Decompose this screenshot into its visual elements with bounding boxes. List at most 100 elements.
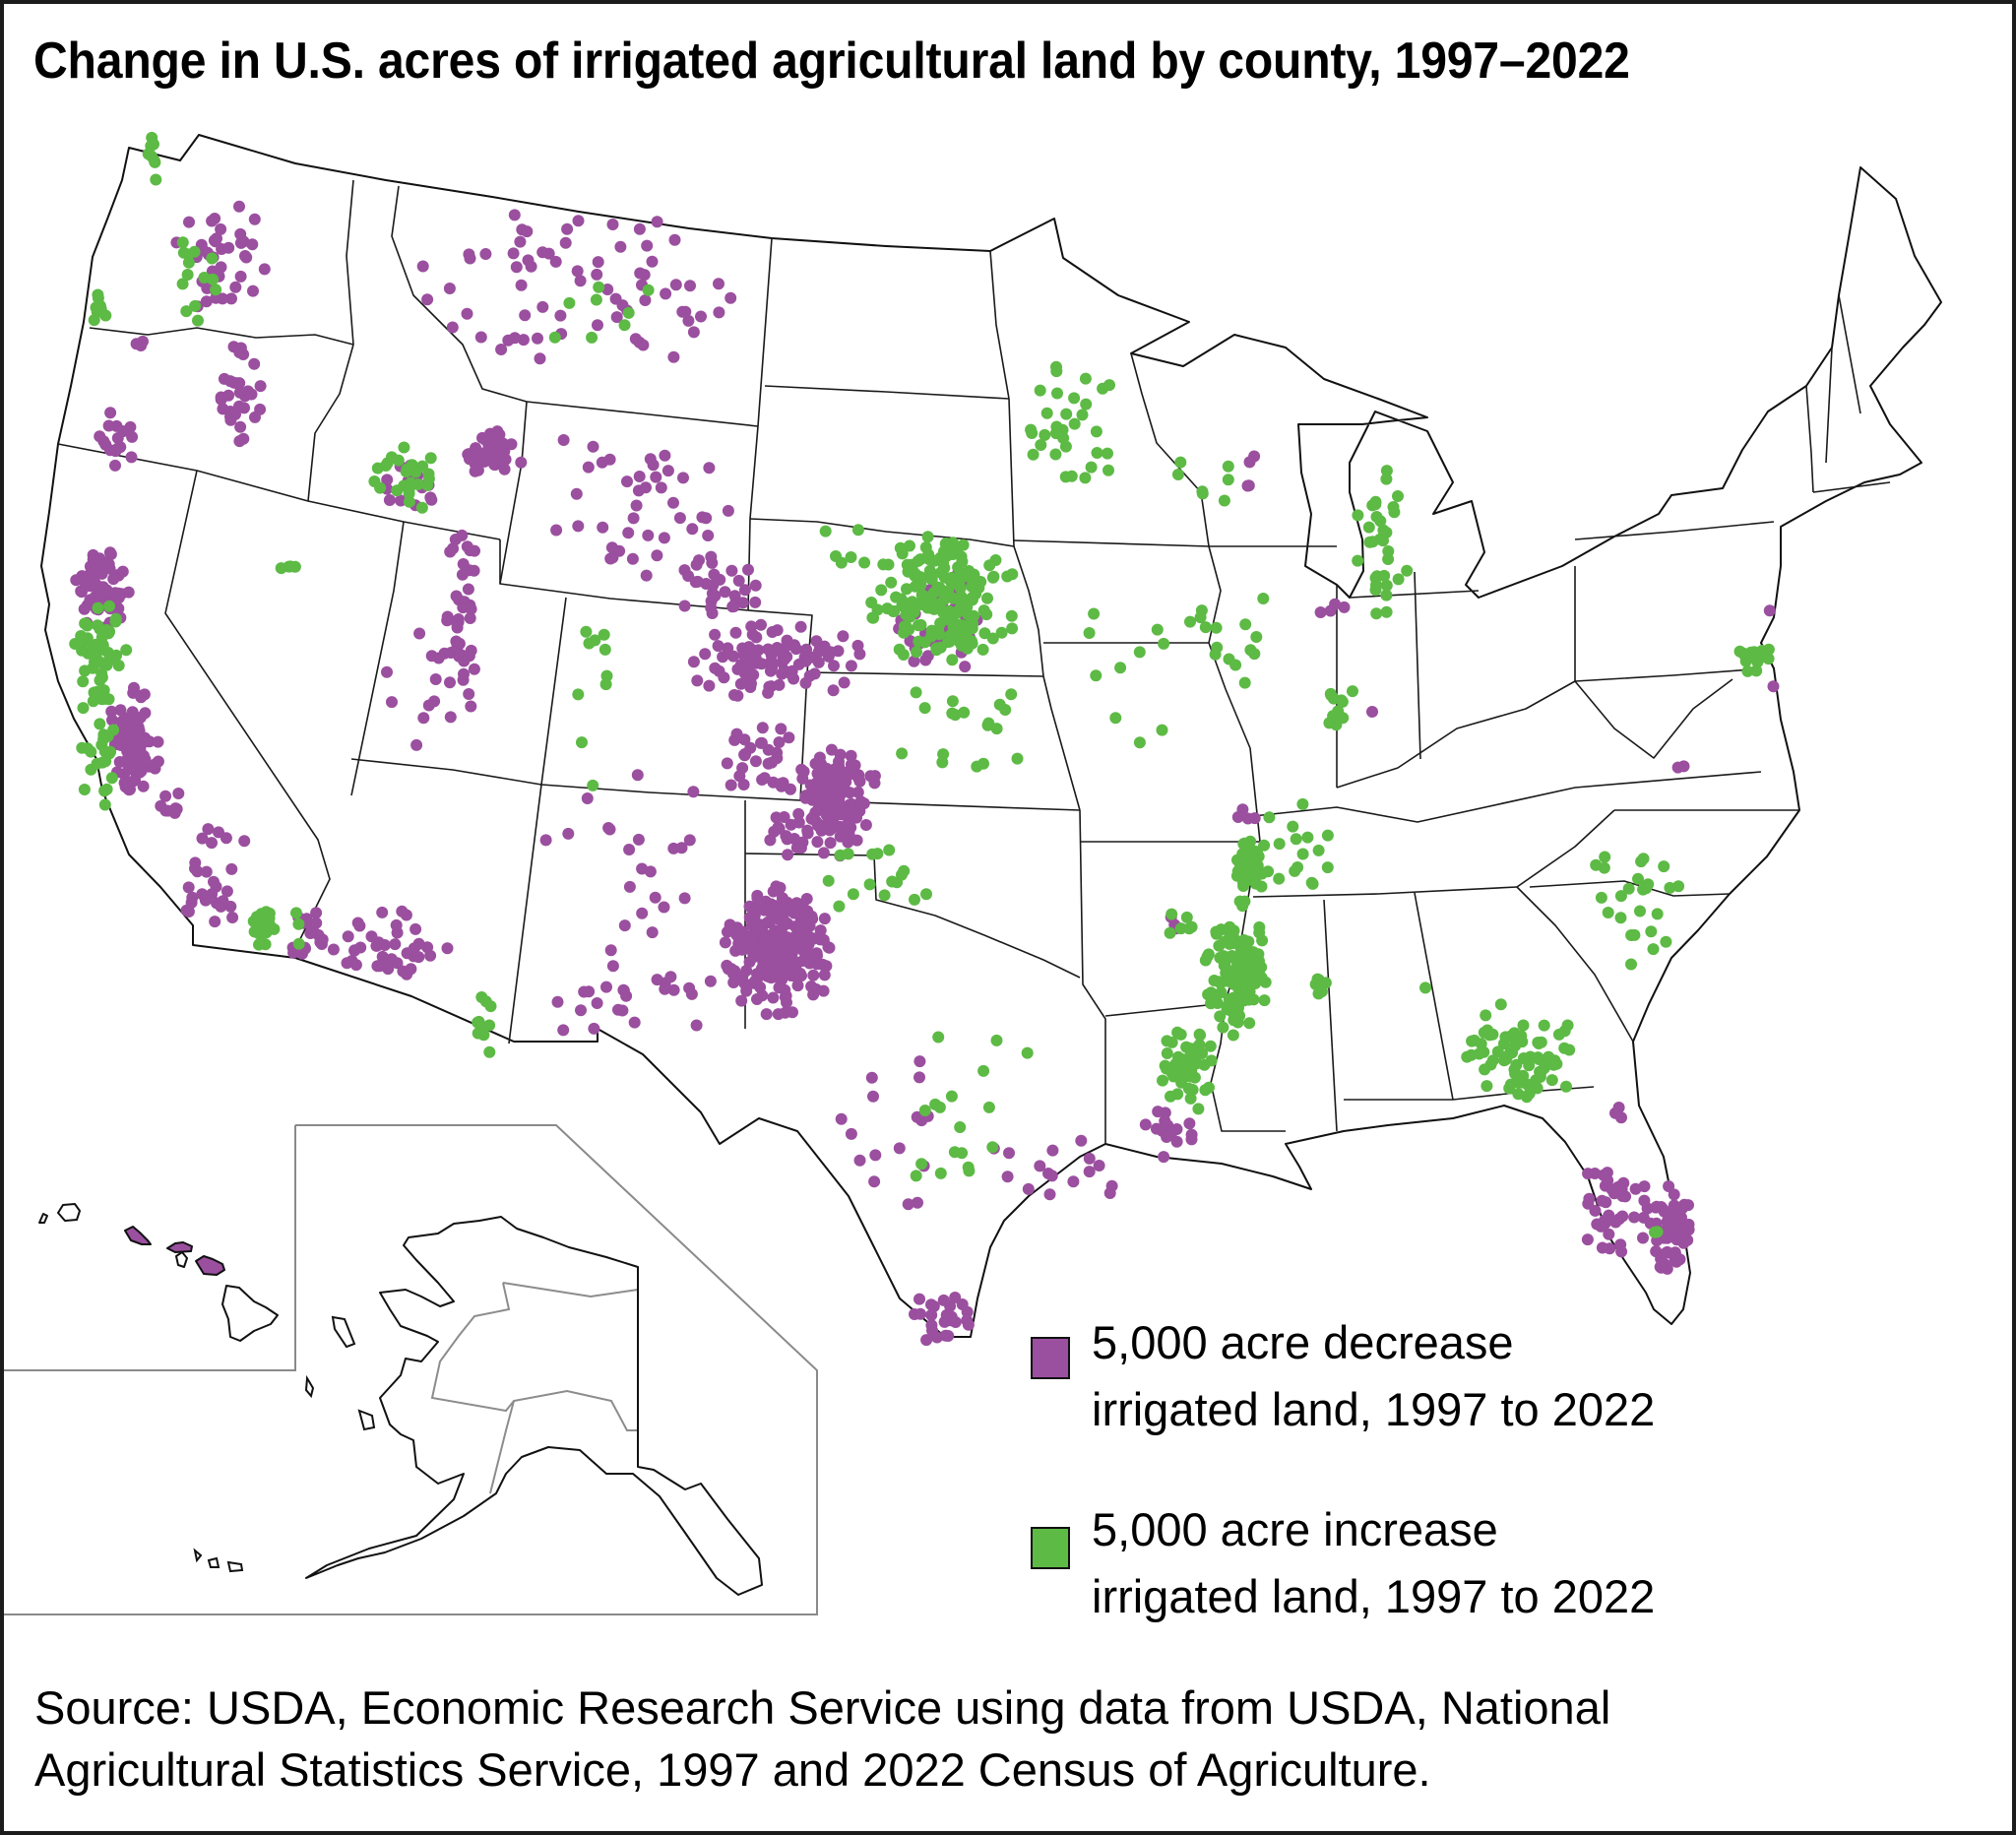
increase-dot: [1517, 1052, 1530, 1064]
increase-dot: [966, 635, 977, 648]
decrease-dot: [801, 824, 814, 837]
state-boundary: [350, 521, 405, 796]
increase-dot: [97, 732, 110, 745]
increase-dot: [109, 612, 122, 625]
decrease-dot: [719, 936, 731, 949]
decrease-dot: [1243, 456, 1256, 469]
increase-dot: [1210, 621, 1223, 634]
decrease-dot: [1604, 1242, 1616, 1255]
increase-dot: [1497, 1038, 1510, 1050]
decrease-dot: [727, 650, 739, 663]
increase-dot: [918, 702, 931, 715]
us-outline: [40, 134, 1942, 1338]
increase-dot: [1040, 407, 1053, 419]
decrease-dot: [391, 957, 404, 970]
increase-dot: [877, 558, 890, 571]
decrease-dot: [1676, 1224, 1689, 1235]
decrease-dot: [606, 960, 619, 973]
decrease-dot: [234, 270, 247, 283]
increase-dot: [1622, 882, 1635, 895]
decrease-dot: [458, 655, 471, 667]
decrease-dot: [719, 586, 731, 599]
increase-dot: [94, 303, 107, 315]
decrease-dot: [835, 1112, 848, 1125]
increase-dot: [1392, 573, 1405, 586]
decrease-dot: [225, 292, 237, 305]
decrease-dot: [515, 279, 528, 291]
increase-dot: [1039, 428, 1051, 441]
decrease-dot: [1034, 1160, 1046, 1172]
decrease-dot: [468, 564, 480, 577]
state-boundary: [57, 443, 501, 540]
decrease-dot: [1075, 1134, 1088, 1147]
state-boundary: [806, 671, 1044, 677]
decrease-dot: [519, 309, 532, 322]
legend-label-decrease-line2: irrigated land, 1997 to 2022: [1092, 1383, 1656, 1435]
increase-dot: [1006, 622, 1019, 635]
increase-dot: [842, 848, 854, 860]
increase-dot: [1166, 908, 1178, 920]
increase-dot: [618, 319, 631, 332]
increase-dot: [911, 646, 922, 659]
decrease-dot: [722, 925, 733, 938]
decrease-dot: [1661, 1262, 1673, 1275]
decrease-dot: [956, 1298, 969, 1310]
decrease-dot: [596, 456, 608, 469]
increase-dot: [962, 608, 974, 620]
increase-dot: [1419, 981, 1431, 994]
increase-dot: [1380, 465, 1393, 477]
state-boundary: [1130, 352, 1210, 547]
hawaii-island-maui: [195, 1255, 225, 1276]
increase-dot: [1305, 876, 1318, 889]
increase-dot: [937, 748, 950, 761]
decrease-dot: [551, 995, 564, 1008]
increase-dot: [1532, 1051, 1544, 1064]
decrease-dot: [386, 696, 398, 709]
decrease-dot: [472, 464, 484, 476]
increase-dot: [1091, 447, 1103, 459]
increase-dot: [1222, 460, 1234, 473]
decrease-dot: [748, 975, 761, 987]
decrease-dot: [668, 233, 681, 246]
decrease-dot: [920, 1334, 933, 1347]
decrease-dot: [1603, 1228, 1615, 1240]
increase-dot: [1243, 1017, 1256, 1030]
decrease-dot: [159, 790, 172, 802]
increase-dot: [934, 641, 947, 654]
increase-dot: [87, 695, 99, 708]
decrease-dot: [649, 891, 662, 904]
increase-dot: [914, 571, 927, 584]
decrease-dot: [510, 261, 523, 274]
increase-dot: [189, 299, 202, 312]
increase-dot: [1258, 994, 1271, 1007]
decrease-dot: [1314, 606, 1327, 618]
increase-dot: [1227, 1029, 1239, 1042]
decrease-dot: [134, 689, 147, 702]
increase-dot: [94, 657, 107, 668]
decrease-dot: [686, 523, 699, 536]
increase-dot: [1240, 862, 1253, 875]
increase-dot: [1171, 1026, 1184, 1039]
decrease-dot: [743, 900, 756, 913]
state-boundary: [1574, 521, 1775, 540]
decrease-dot: [729, 626, 742, 639]
decrease-dot: [180, 904, 193, 917]
decrease-dot: [1763, 604, 1776, 617]
decrease-dot: [869, 1149, 882, 1162]
increase-dot: [871, 603, 884, 616]
decrease-dot: [1093, 1160, 1105, 1171]
increase-dot: [1174, 456, 1187, 469]
decrease-dot: [150, 758, 161, 771]
increase-dot: [982, 1101, 995, 1113]
decrease-dot: [463, 688, 475, 700]
state-boundary: [307, 344, 354, 502]
decrease-dot: [310, 917, 323, 929]
alaska-borough-line: [502, 1282, 639, 1298]
increase-dot: [1235, 993, 1248, 1006]
increase-dot: [956, 555, 969, 568]
decrease-dot: [816, 958, 829, 971]
alaska-outline: [305, 1216, 763, 1596]
decrease-dot: [591, 997, 603, 1009]
legend-swatch-decrease: [1031, 1337, 1070, 1379]
increase-dot: [1228, 1013, 1241, 1026]
